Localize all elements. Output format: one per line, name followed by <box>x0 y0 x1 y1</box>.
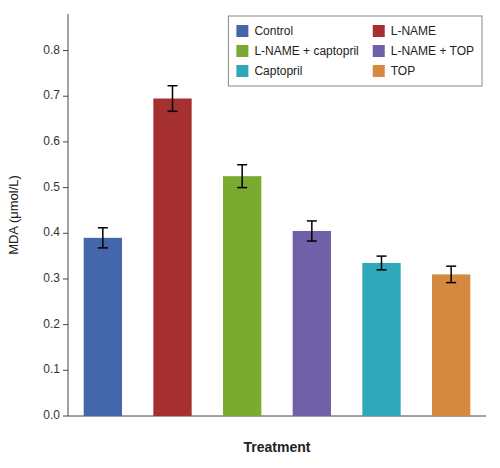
y-tick <box>63 187 68 188</box>
legend-swatch <box>236 25 248 37</box>
error-stem <box>102 228 104 248</box>
y-axis-line <box>68 14 69 416</box>
error-cap <box>377 255 387 257</box>
error-cap <box>168 111 178 113</box>
y-axis-label: MDA (μmol/L) <box>6 175 21 255</box>
error-stem <box>311 221 313 241</box>
legend-swatch <box>236 65 248 77</box>
legend-box <box>228 16 482 86</box>
chart-container: 0.0 0.1 0.2 0.3 0.4 0.5 0.6 0.7 0.8 Treatment MDA … <box>0 0 500 468</box>
error-cap <box>237 187 247 189</box>
error-cap <box>98 247 108 249</box>
bar <box>362 263 400 416</box>
y-tick-label: 0.4 <box>43 225 60 239</box>
y-tick <box>63 324 68 325</box>
y-tick <box>63 50 68 51</box>
error-cap <box>307 240 317 242</box>
legend-label: L-NAME + captopril <box>254 44 358 58</box>
legend-label: Captopril <box>254 64 302 78</box>
y-tick <box>63 416 68 417</box>
y-tick-label: 0.8 <box>43 43 60 57</box>
error-stem <box>241 165 243 188</box>
legend-swatch <box>373 45 385 57</box>
legend-swatch <box>373 25 385 37</box>
error-bar <box>446 266 456 282</box>
legend-swatch <box>373 65 385 77</box>
y-tick-label: 0.7 <box>43 88 60 102</box>
y-tick <box>63 141 68 142</box>
error-stem <box>381 256 383 270</box>
y-tick-label: 0.3 <box>43 271 60 285</box>
legend-label: TOP <box>391 64 415 78</box>
y-tick <box>63 96 68 97</box>
error-cap <box>168 85 178 87</box>
y-tick <box>63 233 68 234</box>
error-bar <box>377 256 387 270</box>
legend-label: L-NAME <box>391 24 436 38</box>
error-bar <box>168 86 178 112</box>
x-axis-line <box>68 416 486 417</box>
y-tick-label: 0.0 <box>43 408 60 422</box>
error-stem <box>172 86 174 112</box>
error-cap <box>307 220 317 222</box>
y-tick-label: 0.5 <box>43 180 60 194</box>
error-cap <box>237 164 247 166</box>
legend-label: L-NAME + TOP <box>391 44 474 58</box>
bar <box>293 231 331 416</box>
y-tick-label: 0.6 <box>43 134 60 148</box>
y-tick-label: 0.1 <box>43 362 60 376</box>
error-bar <box>307 221 317 241</box>
y-tick <box>63 278 68 279</box>
chart: 0.0 0.1 0.2 0.3 0.4 0.5 0.6 0.7 0.8 Treatment MDA … <box>0 0 500 468</box>
bar <box>153 99 191 416</box>
bars <box>84 86 471 416</box>
error-cap <box>446 265 456 267</box>
error-cap <box>446 282 456 284</box>
bar <box>223 176 261 416</box>
error-bar <box>98 228 108 248</box>
error-bar <box>237 165 247 188</box>
legend-swatch <box>236 45 248 57</box>
legend-label: Control <box>254 24 293 38</box>
error-cap <box>98 227 108 229</box>
bar <box>84 238 122 416</box>
legend: Control L-NAME L-NAME + captopril L-NAME + … <box>228 16 482 86</box>
y-tick-label: 0.2 <box>43 317 60 331</box>
y-tick <box>63 370 68 371</box>
bar <box>432 274 470 416</box>
error-stem <box>450 266 452 282</box>
x-axis-label: Treatment <box>244 439 311 455</box>
y-axis: 0.0 0.1 0.2 0.3 0.4 0.5 0.6 0.7 0.8 <box>43 14 68 422</box>
error-cap <box>377 269 387 271</box>
